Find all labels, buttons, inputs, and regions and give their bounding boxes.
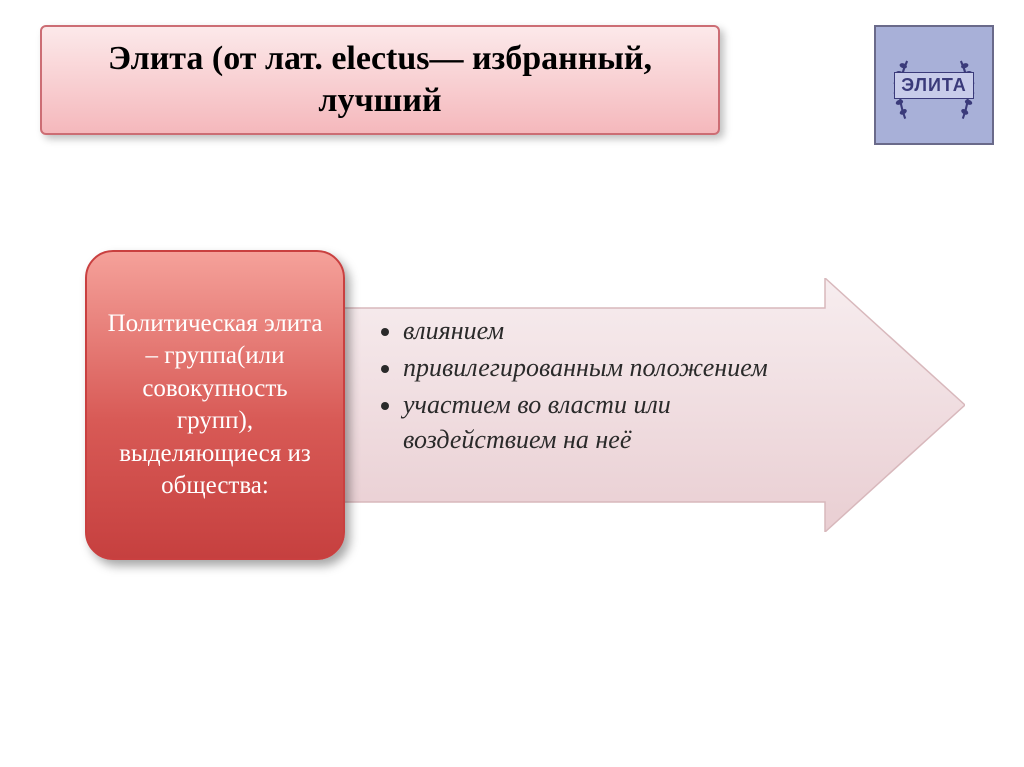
definition-text: Политическая элита – группа(или совокупн… <box>105 308 325 503</box>
arrow-content: влиянием привилегированным положением уч… <box>375 313 805 503</box>
title-box: Элита (от лат. electus— избранный, лучши… <box>40 25 720 135</box>
logo-inner: ЭЛИТА <box>884 35 984 135</box>
title-text: Элита (от лат. electus— избранный, лучши… <box>62 38 698 123</box>
list-item: привилегированным положением <box>403 350 805 385</box>
arrow-list: влиянием привилегированным положением уч… <box>375 313 805 457</box>
diagram: влиянием привилегированным положением уч… <box>85 250 965 560</box>
arrow-shape: влиянием привилегированным положением уч… <box>325 278 965 532</box>
logo-box: ЭЛИТА <box>874 25 994 145</box>
definition-box: Политическая элита – группа(или совокупн… <box>85 250 345 560</box>
list-item: влиянием <box>403 313 805 348</box>
logo-text: ЭЛИТА <box>894 72 974 99</box>
list-item: участием во власти или воздействием на н… <box>403 387 805 457</box>
